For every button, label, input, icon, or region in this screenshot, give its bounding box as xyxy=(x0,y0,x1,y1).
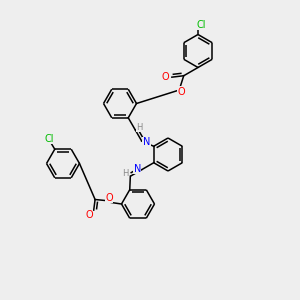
Text: Cl: Cl xyxy=(197,20,206,30)
Text: O: O xyxy=(162,72,169,82)
Text: H: H xyxy=(122,169,128,178)
Text: N: N xyxy=(134,164,141,174)
Text: Cl: Cl xyxy=(44,134,53,144)
Text: O: O xyxy=(85,209,93,220)
Text: H: H xyxy=(136,123,143,132)
Text: O: O xyxy=(105,193,113,203)
Text: O: O xyxy=(178,87,185,97)
Text: N: N xyxy=(143,137,150,147)
